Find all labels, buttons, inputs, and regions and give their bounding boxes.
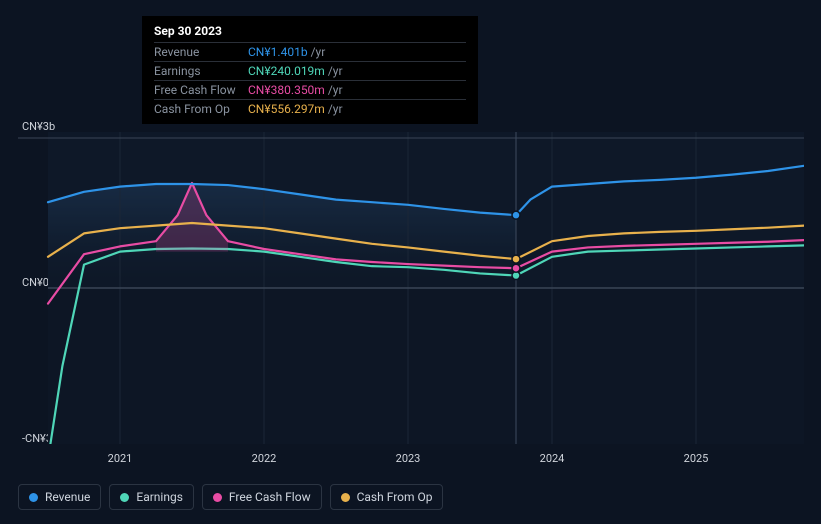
tooltip-row-unit: /yr (328, 83, 343, 97)
legend-item-label: Free Cash Flow (229, 490, 311, 504)
chart-legend: Revenue Earnings Free Cash Flow Cash From O… (18, 484, 443, 510)
tooltip-date: Sep 30 2023 (154, 24, 466, 38)
tooltip-row: RevenueCN¥1.401b/yr (154, 42, 466, 61)
tooltip-row-label: Revenue (154, 45, 248, 59)
legend-item-revenue[interactable]: Revenue (18, 484, 101, 510)
legend-item-label: Revenue (45, 490, 90, 504)
tooltip-row: EarningsCN¥240.019m/yr (154, 61, 466, 80)
x-tick-label: 2022 (252, 452, 277, 465)
legend-dot-icon (341, 493, 350, 502)
legend-item-cash-from-op[interactable]: Cash From Op (330, 484, 444, 510)
tooltip-row-unit: /yr (328, 64, 343, 78)
tooltip-row-unit: /yr (328, 102, 343, 116)
forecast-chart (18, 132, 804, 444)
tooltip-row: Free Cash FlowCN¥380.350m/yr (154, 80, 466, 99)
tooltip-row-value: CN¥380.350m (248, 83, 325, 97)
legend-item-earnings[interactable]: Earnings (109, 484, 194, 510)
tooltip-row-label: Free Cash Flow (154, 83, 248, 97)
tooltip-row-label: Cash From Op (154, 102, 248, 116)
legend-dot-icon (213, 493, 222, 502)
tooltip-row: Cash From OpCN¥556.297m/yr (154, 99, 466, 118)
legend-dot-icon (29, 493, 38, 502)
tooltip-row-unit: /yr (311, 45, 326, 59)
x-tick-label: 2023 (396, 452, 421, 465)
legend-dot-icon (120, 493, 129, 502)
tooltip-row-value: CN¥556.297m (248, 102, 325, 116)
chart-svg (18, 132, 804, 444)
tooltip-row-value: CN¥240.019m (248, 64, 325, 78)
legend-item-label: Cash From Op (357, 490, 433, 504)
tooltip-row-value: CN¥1.401b (248, 45, 308, 59)
legend-item-label: Earnings (136, 490, 183, 504)
x-tick-label: 2021 (108, 452, 133, 465)
x-tick-label: 2024 (540, 452, 565, 465)
x-tick-label: 2025 (684, 452, 709, 465)
legend-item-free-cash-flow[interactable]: Free Cash Flow (202, 484, 322, 510)
tooltip-row-label: Earnings (154, 64, 248, 78)
chart-tooltip: Sep 30 2023 RevenueCN¥1.401b/yrEarningsC… (142, 16, 478, 124)
